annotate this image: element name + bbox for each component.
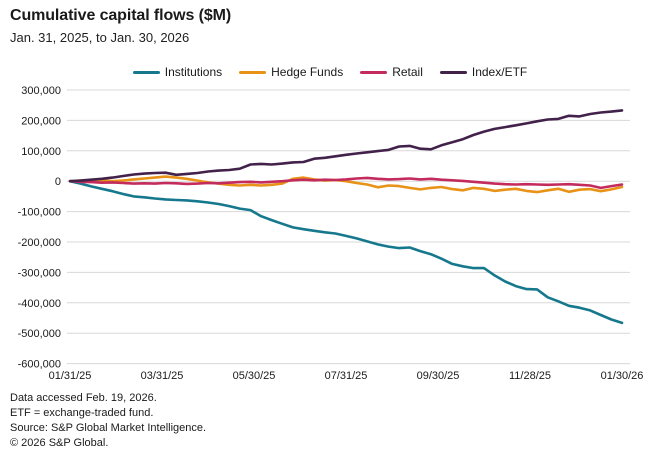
y-axis-tick-label: -500,000: [18, 328, 61, 340]
y-axis-tick-label: 100,000: [21, 146, 61, 158]
x-axis-tick-label: 03/31/25: [141, 370, 184, 382]
y-axis-tick-label: -300,000: [18, 267, 61, 279]
y-axis-tick-label: 200,000: [21, 115, 61, 127]
series-line-index-etf: [68, 109, 624, 183]
series-line-institutions: [68, 179, 624, 325]
y-axis-tick-label: 300,000: [21, 85, 61, 97]
legend-swatch-institutions: [132, 70, 160, 74]
series-line-retail: [68, 176, 624, 190]
footnote-copyright: © 2026 S&P Global.: [10, 437, 109, 449]
x-axis-tick-label: 11/28/25: [509, 370, 551, 382]
x-axis-tick-label: 05/30/25: [233, 370, 276, 382]
chart-footnotes: Data accessed Feb. 19, 2026. ETF = excha…: [10, 391, 206, 451]
legend-item-institutions[interactable]: Institutions: [132, 65, 223, 79]
x-axis-tick-label: 09/30/25: [417, 370, 460, 382]
legend-label-hedge-funds: Hedge Funds: [271, 65, 344, 79]
chart-subtitle: Jan. 31, 2025, to Jan. 30, 2026: [10, 30, 190, 45]
legend-label-retail: Retail: [392, 65, 423, 79]
y-axis-tick-label: -200,000: [18, 237, 61, 249]
legend-swatch-index-etf: [439, 70, 467, 74]
footnote-data-accessed: Data accessed Feb. 19, 2026.: [10, 392, 157, 404]
x-axis-tick-label: 07/31/25: [325, 370, 368, 382]
x-axis-tick-label: 01/30/26: [601, 370, 644, 382]
legend: Institutions Hedge Funds Retail Index/ET…: [0, 65, 660, 79]
footnote-etf-definition: ETF = exchange-traded fund.: [10, 407, 154, 419]
x-axis-tick-label: 01/31/25: [49, 370, 92, 382]
legend-label-index-etf: Index/ETF: [471, 65, 528, 79]
y-axis-tick-label: -600,000: [18, 359, 61, 371]
legend-item-index-etf[interactable]: Index/ETF: [439, 65, 528, 79]
plot-area: 300,000 200,000 100,000 0 -100,000 -200,000 -3…: [0, 82, 660, 382]
footnote-source: Source: S&P Global Market Intelligence.: [10, 422, 207, 434]
legend-label-institutions: Institutions: [164, 65, 223, 79]
series-line-hedge-funds: [68, 175, 624, 194]
legend-swatch-hedge-funds: [239, 70, 267, 74]
y-axis-tick-label: 0: [55, 176, 61, 188]
legend-item-retail[interactable]: Retail: [360, 65, 423, 79]
legend-item-hedge-funds[interactable]: Hedge Funds: [239, 65, 343, 79]
chart-title: Cumulative capital flows ($M): [10, 7, 232, 24]
y-axis-tick-label: -400,000: [18, 298, 61, 310]
legend-swatch-retail: [360, 70, 388, 74]
y-axis-tick-label: -100,000: [18, 207, 61, 219]
line-chart: 300,000 200,000 100,000 0 -100,000 -200,000 -3…: [18, 85, 644, 382]
